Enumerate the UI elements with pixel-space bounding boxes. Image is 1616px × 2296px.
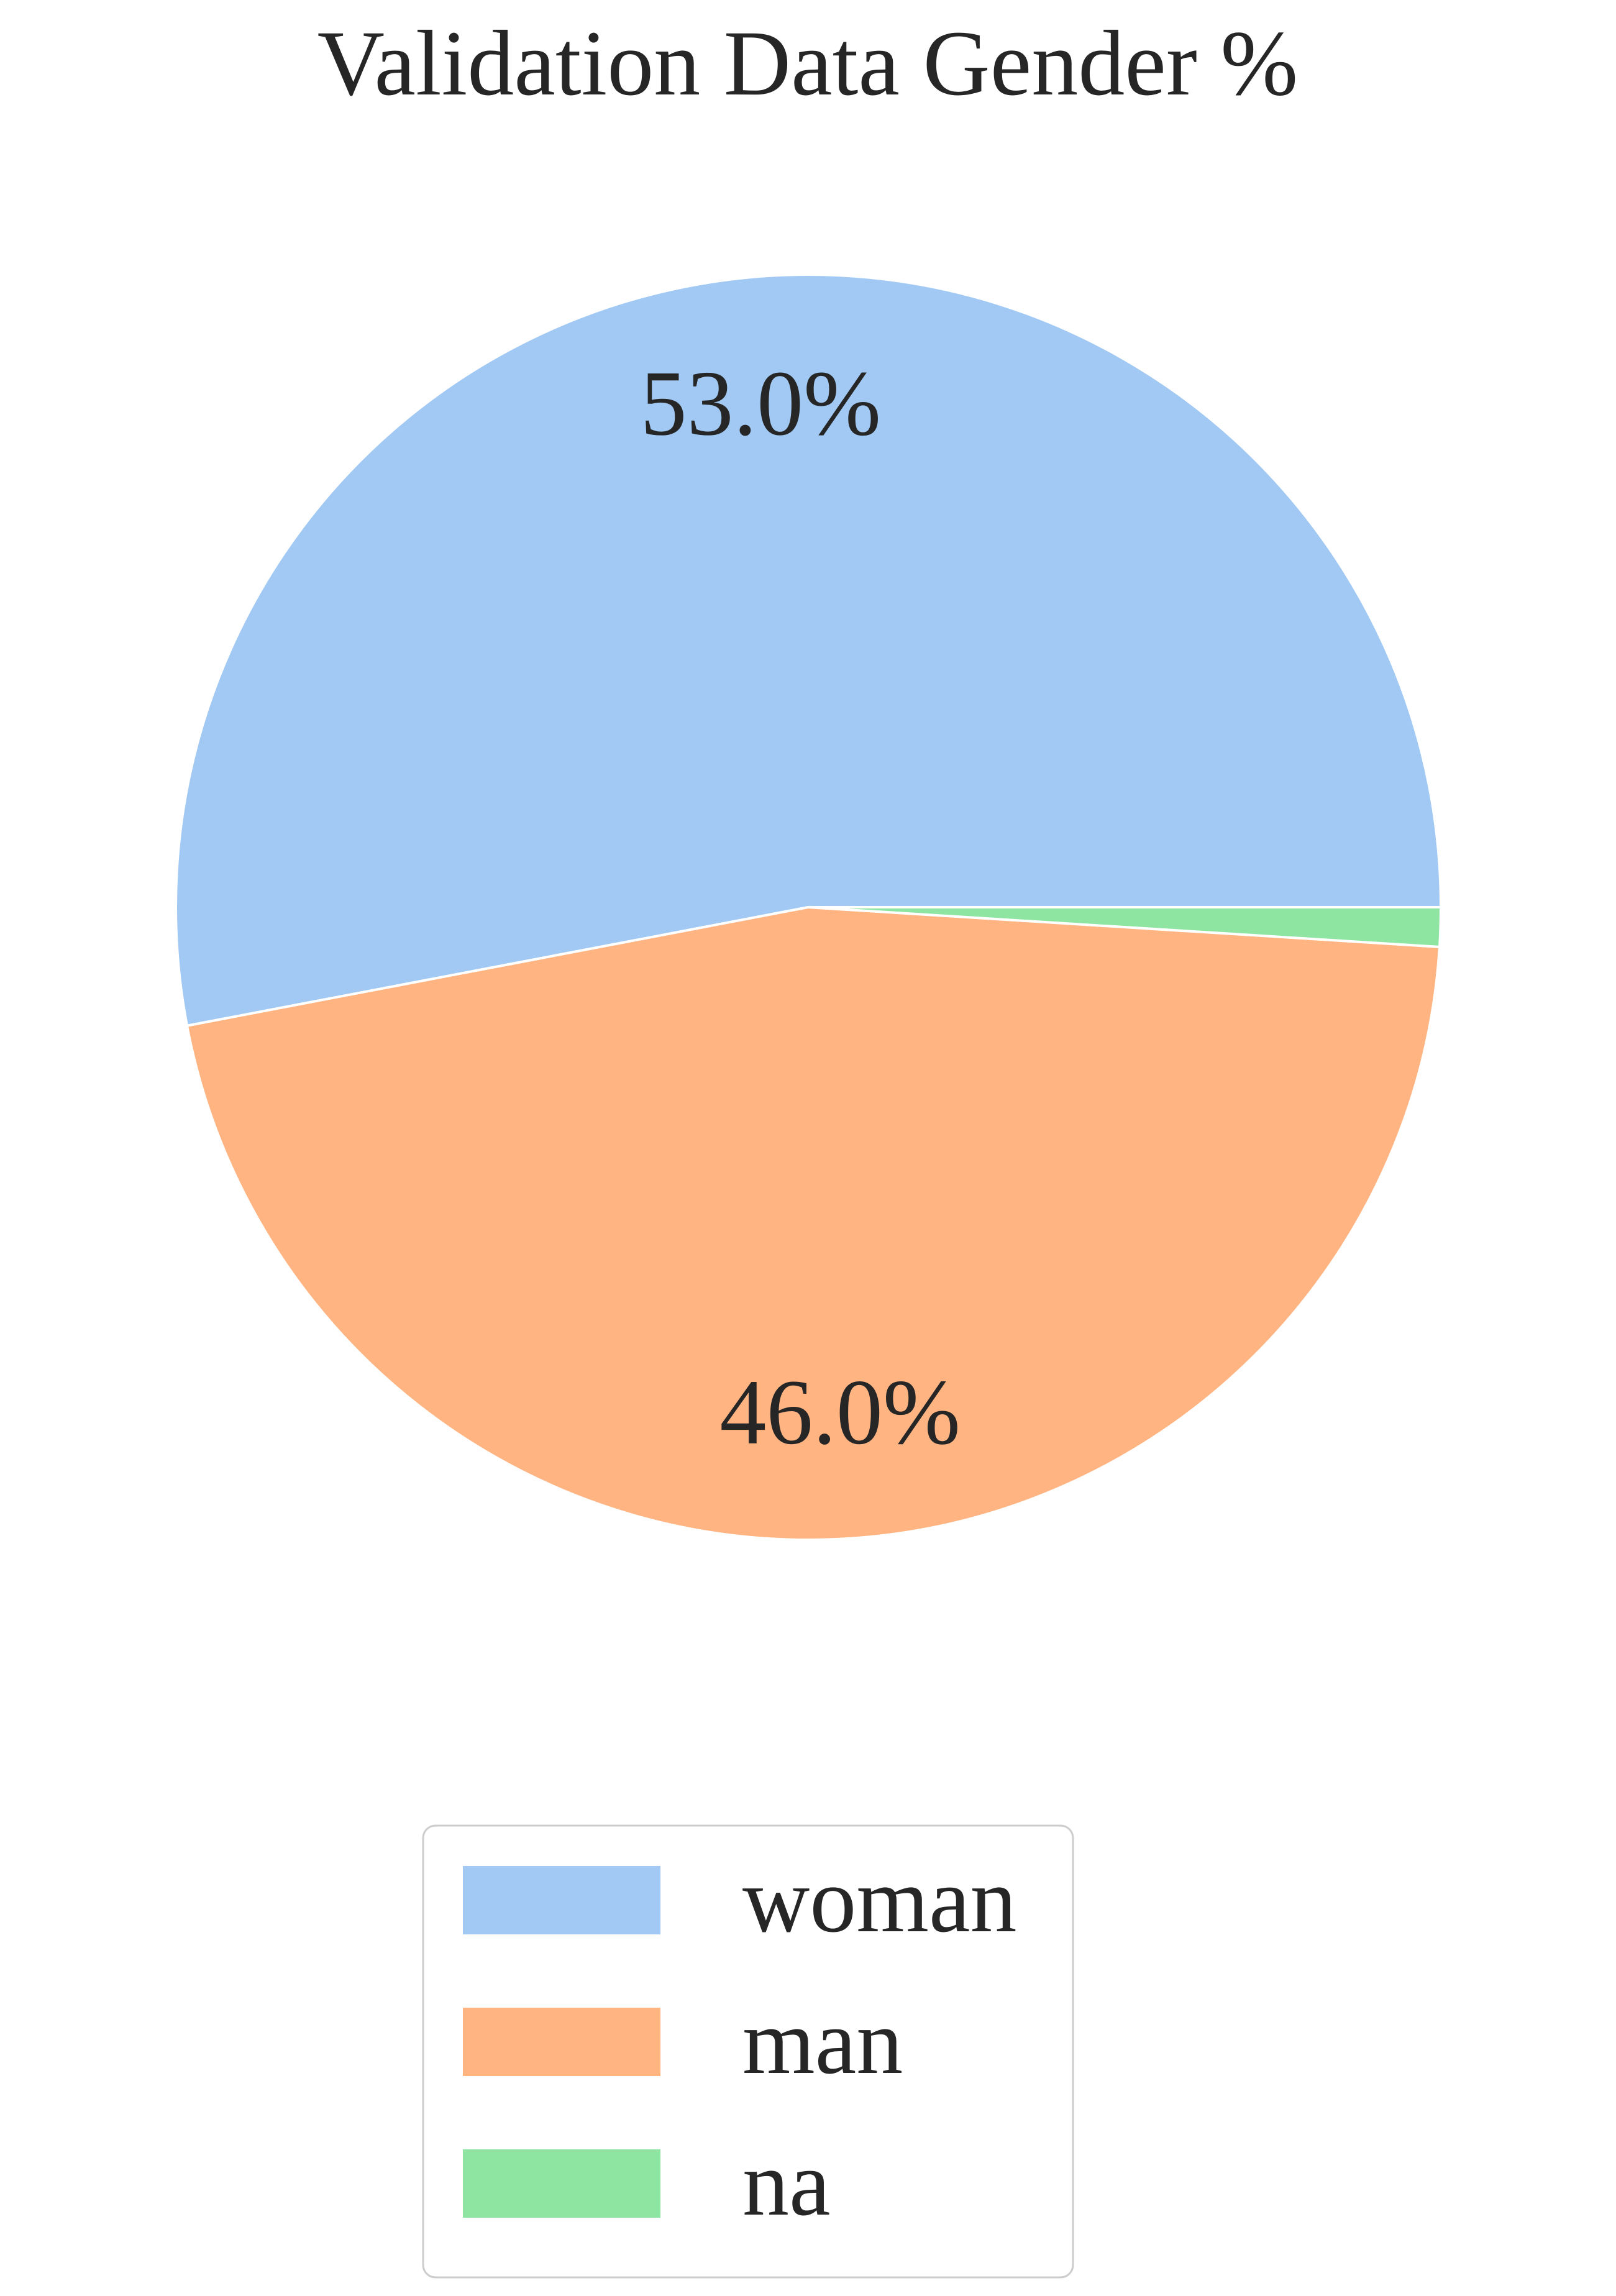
pie-slice-man <box>186 906 1441 1541</box>
chart-title: Validation Data Gender % <box>317 12 1299 115</box>
legend: woman man na <box>422 1824 1074 2279</box>
legend-label-na: na <box>742 2132 831 2235</box>
pie-slice-woman <box>175 273 1442 1027</box>
legend-swatch-man <box>463 2008 660 2076</box>
pie-wedges <box>175 273 1442 1541</box>
pie-label-woman: 53.0% <box>641 352 881 455</box>
pie-label-man: 46.0% <box>719 1361 960 1464</box>
legend-swatch-woman <box>463 1866 660 1934</box>
legend-label-man: man <box>742 1990 903 2093</box>
legend-swatch-na <box>463 2149 660 2218</box>
percentage-labels: 53.0% 46.0% <box>641 352 961 1464</box>
pie-slice-na <box>807 906 1442 948</box>
legend-label-woman: woman <box>742 1849 1017 1952</box>
